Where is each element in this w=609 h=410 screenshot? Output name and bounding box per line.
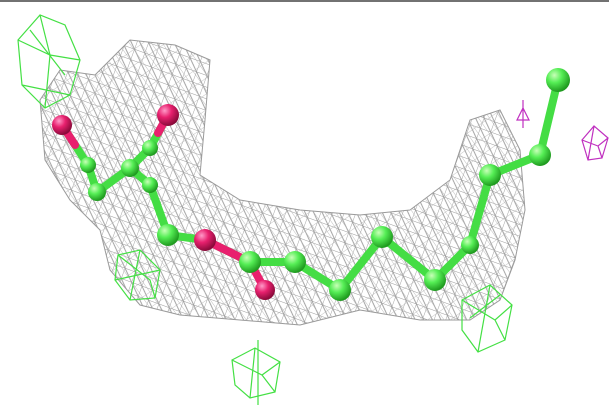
magenta-mesh [516,100,609,161]
green-mesh-blobs [17,14,513,405]
atoms [52,68,570,301]
